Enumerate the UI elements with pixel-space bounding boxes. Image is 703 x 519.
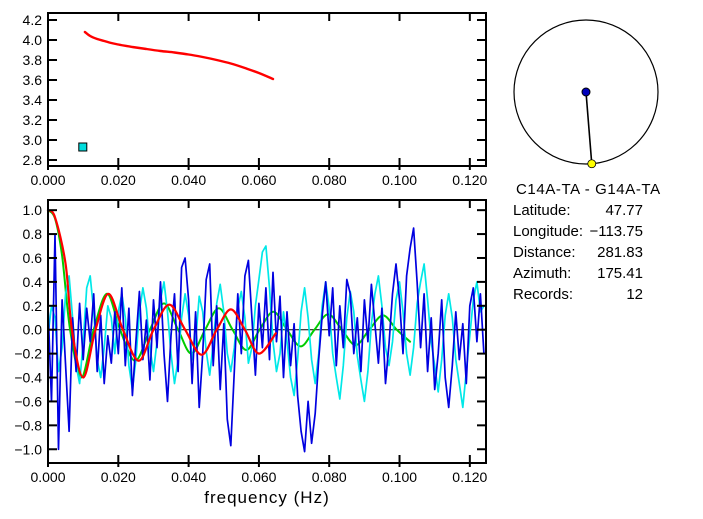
x-tick-label: 0.020: [101, 469, 136, 485]
red-fit-curve: [46, 209, 277, 379]
azimuth-label: Azimuth:: [513, 265, 572, 282]
station-info-block: C14A-TA - G14A-TA Latitude: 47.77 Longit…: [513, 179, 661, 305]
azimuth-station-dot: [587, 159, 597, 169]
y-tick-label: −0.6: [14, 393, 42, 409]
latitude-label: Latitude:: [513, 202, 571, 219]
x-tick-label: 0.040: [171, 469, 206, 485]
x-tick-label: 0.020: [101, 172, 136, 188]
azimuth-dial: [513, 19, 659, 169]
records-value: 12: [626, 286, 643, 303]
records-label: Records:: [513, 286, 574, 303]
info-row-latitude: Latitude: 47.77: [513, 200, 643, 221]
x-tick-label: 0.080: [312, 469, 347, 485]
plot-frame: [47, 12, 487, 167]
dial-circle: [513, 19, 659, 165]
y-tick-label: 3.0: [23, 132, 43, 148]
center-station-dot: [581, 87, 591, 97]
y-tick-label: 2.8: [23, 152, 43, 168]
y-tick-label: −0.8: [14, 417, 42, 433]
info-row-azimuth: Azimuth: 175.41: [513, 263, 643, 284]
y-tick-label: 4.2: [23, 12, 43, 28]
x-tick-label: 0.000: [30, 172, 65, 188]
info-row-longitude: Longitude: −113.75: [513, 221, 643, 242]
dispersion-plot: 0.000 0.020 0.040 0.060 0.080 0.100 0.120 2.8 3.…: [23, 12, 488, 188]
y-tick-label: −0.2: [14, 346, 42, 362]
blue-stack-curve: [47, 227, 485, 453]
y-tick-label: 0.8: [23, 226, 43, 242]
y-tick-label: 3.4: [23, 92, 43, 108]
plot-frame: [47, 199, 487, 464]
azimuth-value: 175.41: [597, 265, 643, 282]
y-tick-label: −1.0: [14, 441, 42, 457]
y-tick-label: 4.0: [23, 32, 43, 48]
y-tick-label: 0.4: [23, 274, 43, 290]
y-tick-label: 3.2: [23, 112, 43, 128]
x-tick-label: 0.120: [452, 469, 487, 485]
x-tick-label: 0.040: [171, 172, 206, 188]
distance-value: 281.83: [597, 244, 643, 261]
info-row-records: Records: 12: [513, 284, 643, 305]
x-tick-label: 0.120: [452, 172, 487, 188]
y-tick-label: 3.6: [23, 72, 43, 88]
x-tick-label: 0.000: [30, 469, 65, 485]
azimuth-line: [585, 91, 593, 164]
cyan-square-marker: [78, 142, 88, 152]
longitude-label: Longitude:: [513, 223, 584, 240]
correlation-plot: 0.000 0.020 0.040 0.060 0.080 0.100 0.120 1.0 0.…: [14, 199, 488, 507]
y-tick-label: 1.0: [23, 202, 43, 218]
red-dispersion-curve: [83, 30, 275, 81]
x-axis-title: frequency (Hz): [204, 488, 329, 507]
y-tick-label: 0.2: [23, 298, 43, 314]
distance-label: Distance:: [513, 244, 576, 261]
x-tick-label: 0.100: [382, 172, 417, 188]
y-tick-label: 0.6: [23, 250, 43, 266]
info-row-distance: Distance: 281.83: [513, 242, 643, 263]
longitude-value: −113.75: [589, 223, 643, 240]
y-tick-label: −0.4: [14, 370, 42, 386]
x-tick-label: 0.060: [241, 172, 276, 188]
x-tick-label: 0.100: [382, 469, 417, 485]
latitude-value: 47.77: [605, 202, 643, 219]
station-pair-title: C14A-TA - G14A-TA: [516, 181, 661, 198]
y-tick-label: 0.0: [23, 322, 43, 338]
y-tick-label: 3.8: [23, 52, 43, 68]
x-tick-label: 0.080: [312, 172, 347, 188]
x-tick-label: 0.060: [241, 469, 276, 485]
